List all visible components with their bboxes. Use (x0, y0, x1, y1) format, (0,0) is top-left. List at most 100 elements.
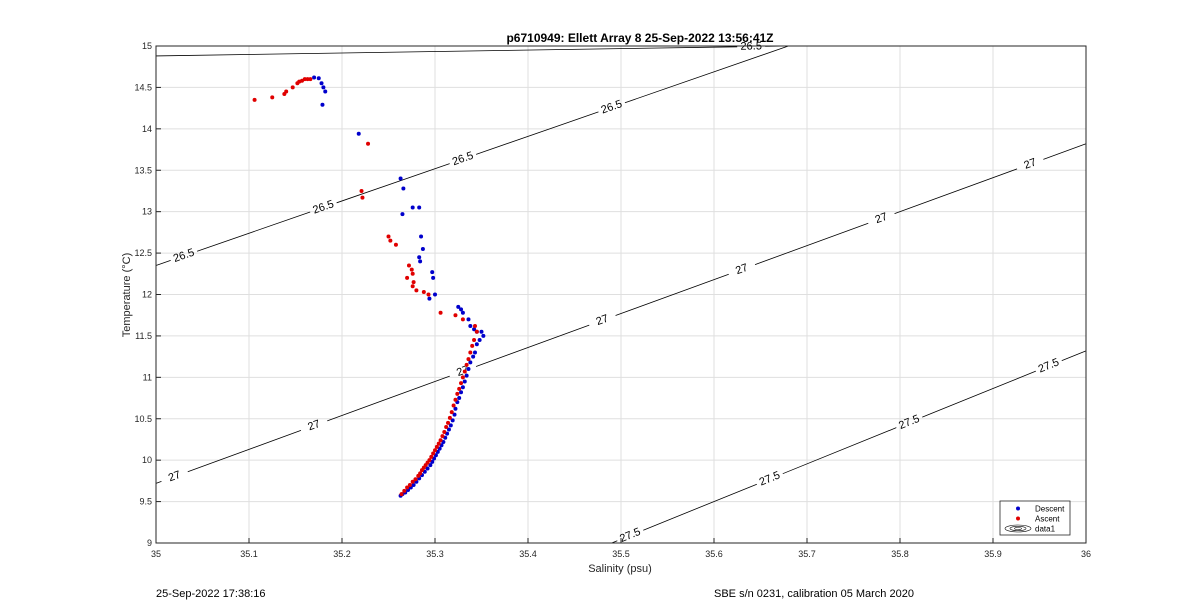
contour-label: 26.5 (740, 40, 762, 52)
descent-point (459, 390, 464, 395)
contour-line-26.5 (155, 46, 738, 57)
descent-point (472, 327, 477, 332)
descent-point (428, 463, 433, 468)
ascent-point (451, 403, 456, 408)
ascent-point (270, 95, 275, 100)
ascent-point (429, 454, 434, 459)
ascent-point (447, 415, 452, 420)
contour-label: 26.5 (172, 247, 196, 265)
descent-point (411, 483, 416, 488)
ascent-point (405, 485, 410, 490)
contour-label: 26.5 (311, 198, 335, 216)
descent-point (323, 89, 328, 94)
ascent-point (402, 488, 407, 493)
descent-point (462, 379, 467, 384)
contour-line-27 (475, 324, 590, 367)
descent-point (425, 466, 430, 471)
descent-point (400, 212, 405, 217)
descent-point (320, 102, 325, 107)
contour-line-27 (187, 430, 302, 473)
footer-timestamp: 25-Sep-2022 17:38:16 (156, 588, 266, 600)
descent-point (319, 81, 324, 86)
ascent-point (449, 410, 454, 415)
x-tick-label: 36 (1081, 549, 1091, 559)
descent-point (468, 323, 473, 328)
contour-line-26.5 (155, 260, 171, 266)
legend-descent-label: Descent (1035, 505, 1065, 514)
contour-label: 27.5 (758, 469, 782, 488)
descent-point (474, 342, 479, 347)
descent-point (452, 412, 457, 417)
y-tick-label: 10 (142, 455, 152, 465)
x-tick-label: 35.8 (891, 549, 909, 559)
contour-label: 26.5 (451, 150, 475, 168)
ascent-point (399, 492, 404, 497)
x-tick-label: 35.5 (612, 549, 630, 559)
ascent-point (419, 468, 424, 473)
ascent-point (453, 313, 458, 318)
legend-box (999, 500, 1071, 536)
descent-point (457, 396, 462, 401)
ascent-point (464, 362, 469, 367)
descent-point (460, 310, 465, 315)
ascent-point (409, 267, 414, 272)
ascent-point (468, 350, 473, 355)
ascent-point (410, 284, 415, 289)
chart-title: p6710949: Ellett Array 8 25-Sep-2022 13:… (506, 31, 773, 45)
contour-label: 27.5 (897, 413, 921, 432)
descent-point (419, 234, 424, 239)
ascent-point (386, 234, 391, 239)
ascent-point (366, 141, 371, 146)
descent-point (466, 367, 471, 372)
ascent-point (472, 323, 477, 328)
descent-point (456, 304, 461, 309)
ascent-point (455, 391, 460, 396)
descent-point (398, 176, 403, 181)
ascent-point (434, 444, 439, 449)
contour-line-27 (1043, 143, 1087, 160)
y-tick-label: 10.5 (134, 414, 152, 424)
axis-ticks: 35 35.1 35.2 35.3 35.4 35.5 35.6 35.7 35.8 35.9 36… (134, 41, 1091, 559)
ascent-point (410, 479, 415, 484)
descent-point (420, 246, 425, 251)
y-tick-label: 12.5 (134, 248, 152, 258)
descent-point (450, 418, 455, 423)
grid-lines (155, 45, 1087, 544)
y-tick-label: 11.5 (135, 331, 152, 341)
descent-point (356, 131, 361, 136)
ascent-point (405, 275, 410, 280)
ascent-point (290, 85, 295, 90)
ascent-point (433, 448, 437, 453)
x-tick-label: 35.1 (240, 549, 258, 559)
y-tick-label: 13.5 (134, 165, 152, 175)
ascent-point (284, 89, 289, 94)
x-tick-label: 35.2 (333, 549, 351, 559)
descent-point (316, 76, 321, 81)
x-tick-label: 35.7 (798, 549, 816, 559)
contour-label: 27 (595, 313, 611, 328)
descent-point (312, 75, 317, 80)
contour-label: 27 (306, 418, 322, 433)
contour-label: 26.5 (600, 98, 624, 116)
y-tick-label: 9 (147, 538, 152, 548)
ascent-point (393, 242, 398, 247)
legend-descent-marker (1016, 506, 1020, 511)
contour-label: 27 (167, 469, 183, 484)
descent-point (430, 270, 435, 275)
ascent-point (462, 369, 467, 374)
contour-line-27 (894, 168, 1018, 215)
legend-ascent-label: Ascent (1035, 515, 1060, 524)
legend: Descent Ascent data1 (999, 500, 1071, 536)
data-points (252, 75, 486, 498)
ascent-point (426, 292, 431, 297)
descent-point (448, 423, 453, 428)
contour-label: 27.5 (618, 526, 642, 545)
ascent-point (460, 375, 465, 380)
x-axis-label: Salinity (psu) (588, 563, 652, 575)
ascent-point (466, 357, 471, 362)
y-tick-label: 9.5 (139, 497, 152, 507)
descent-point (471, 354, 476, 359)
descent-point (321, 85, 326, 90)
ascent-point (470, 343, 475, 348)
